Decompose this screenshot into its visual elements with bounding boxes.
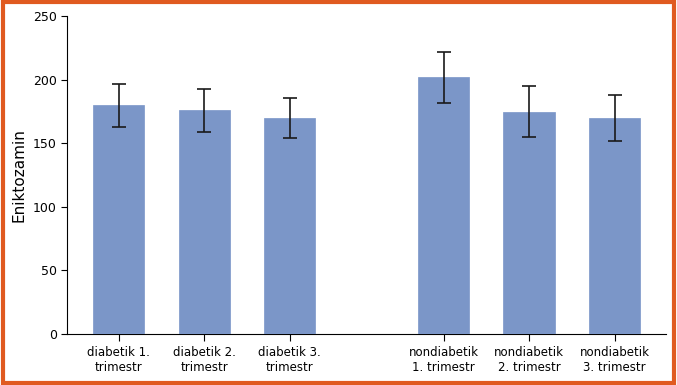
- Bar: [179, 110, 230, 334]
- Bar: [589, 118, 640, 334]
- Bar: [504, 112, 554, 334]
- Bar: [264, 118, 315, 334]
- Bar: [93, 105, 144, 334]
- Bar: [418, 77, 469, 334]
- Y-axis label: Eniktozamin: Eniktozamin: [11, 128, 26, 222]
